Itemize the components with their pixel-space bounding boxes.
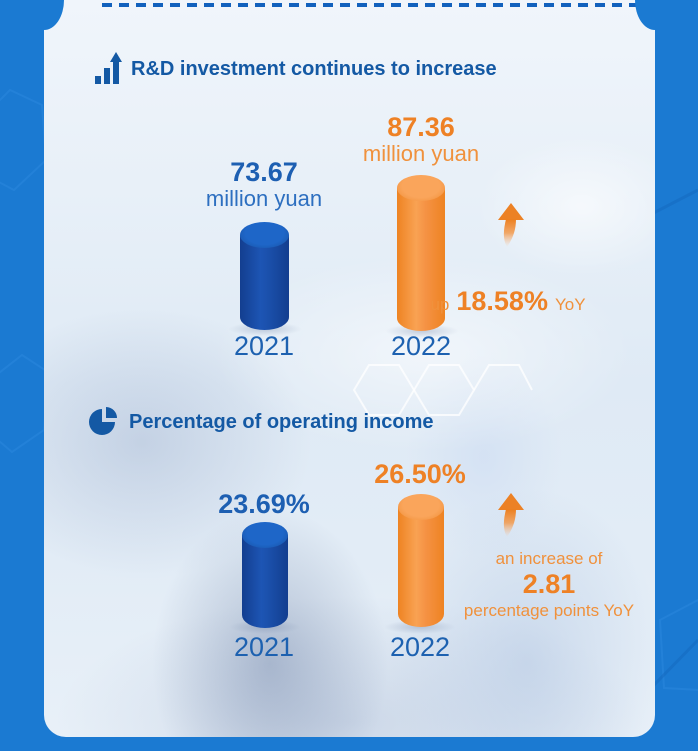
section2-bar1-value: 23.69% <box>218 489 310 519</box>
section1-bar1-unit: million yuan <box>205 186 323 211</box>
section2-bar2-year: 2022 <box>389 632 451 662</box>
section2-callout-value: 2.81 <box>522 569 576 599</box>
content-card: R&D investment continues to increase 73.… <box>44 0 655 737</box>
section2-bar2-cylinder <box>398 494 444 627</box>
section2-callout-line2: percentage points YoY <box>463 601 635 620</box>
cylinder-body <box>240 235 289 330</box>
growth-arrow-icon <box>492 492 530 548</box>
section1-bar2-unit: million yuan <box>362 141 480 166</box>
section1-bar2-cylinder <box>397 175 445 331</box>
section1-callout: up 18.58% YoY <box>430 286 585 317</box>
section1-bar2-year: 2022 <box>390 331 452 361</box>
section1-bar1-value: 73.67 <box>230 157 298 187</box>
cylinder-body <box>242 535 288 628</box>
cylinder-top <box>397 175 445 201</box>
section1-bar1-year: 2021 <box>233 331 295 361</box>
section2-bar2-value: 26.50% <box>374 459 466 489</box>
growth-arrow-icon <box>492 202 530 258</box>
cylinder-body <box>398 507 444 627</box>
callout-prefix: up <box>430 295 450 314</box>
cylinder-top <box>398 494 444 520</box>
cylinder-body <box>397 188 445 331</box>
section2-bar1-cylinder <box>242 522 288 628</box>
section2-title: Percentage of operating income <box>129 410 434 433</box>
section1-bar1-cylinder <box>240 222 289 330</box>
section1-title: R&D investment continues to increase <box>131 57 497 80</box>
pie-chart-icon <box>88 406 120 438</box>
bar-shadow <box>385 324 459 338</box>
top-dashed-line <box>102 3 655 7</box>
cylinder-top <box>240 222 289 248</box>
molecule-hexagons-decoration <box>352 364 533 416</box>
callout-suffix: YoY <box>554 295 586 314</box>
section1-bar2-value: 87.36 <box>387 112 455 142</box>
section2-header: Percentage of operating income <box>88 406 434 438</box>
section2-bar1-year: 2021 <box>233 632 295 662</box>
callout-value: 18.58% <box>456 286 548 316</box>
lab-photo-backdrop <box>44 0 655 737</box>
cylinder-top <box>242 522 288 548</box>
bar-chart-icon <box>95 52 122 86</box>
bar-shadow <box>384 620 456 634</box>
section1-header: R&D investment continues to increase <box>95 52 497 86</box>
section2-callout-line1: an increase of <box>495 549 603 568</box>
